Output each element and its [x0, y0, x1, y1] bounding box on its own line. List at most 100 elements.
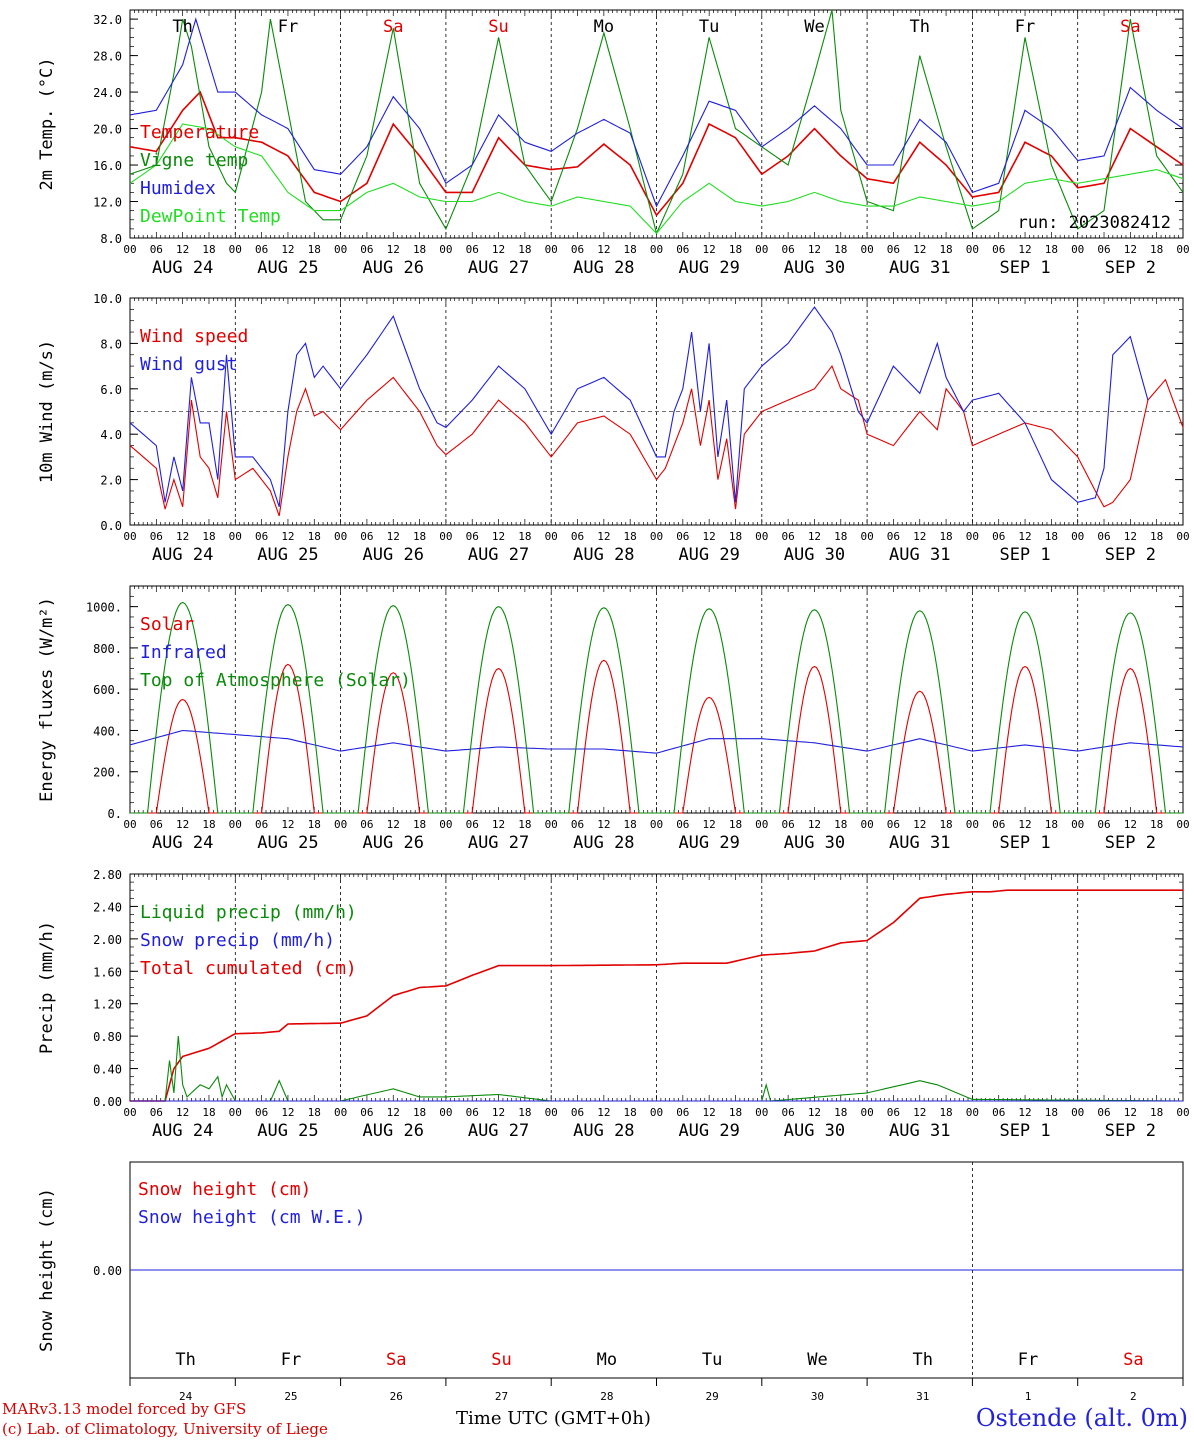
hour-tick-label: 06: [150, 530, 163, 543]
hour-tick-label: 18: [834, 530, 847, 543]
date-label: AUG 24: [152, 833, 213, 853]
weekday-label: Fr: [1015, 17, 1035, 37]
y-tick-label: 16.0: [93, 159, 122, 173]
y-tick-label: 20.0: [93, 123, 122, 137]
hour-tick-label: 18: [308, 530, 321, 543]
hour-tick-label: 18: [729, 818, 742, 831]
hour-tick-label: 12: [597, 243, 610, 256]
date-label: AUG 27: [468, 258, 529, 278]
hour-tick-label: 18: [1150, 530, 1163, 543]
hour-tick-label: 18: [624, 243, 637, 256]
y-tick-label: 1000.: [86, 601, 122, 615]
hour-tick-label: 18: [1045, 530, 1058, 543]
hour-tick-label: 00: [229, 530, 242, 543]
hour-tick-label: 12: [597, 530, 610, 543]
hour-tick-label: 00: [860, 530, 873, 543]
hour-tick-label: 06: [1097, 818, 1110, 831]
hour-tick-label: 18: [202, 530, 215, 543]
legend-entry: Snow precip (mm/h): [140, 930, 335, 951]
weekday-label: Th: [910, 17, 930, 37]
hour-tick-label: 12: [1124, 818, 1137, 831]
date-label: AUG 28: [573, 545, 634, 565]
day-number-label: 2: [1130, 1390, 1137, 1403]
hour-tick-label: 12: [387, 530, 400, 543]
panel-snow: 24 25 26 27 28 29 30 31 1 2 Th Fr Sa Su Mo Tu We Th Fr Sa 0.…: [37, 1161, 1184, 1403]
date-label: AUG 29: [678, 545, 739, 565]
legend-entry: Liquid precip (mm/h): [140, 902, 357, 923]
hour-tick-label: 00: [860, 243, 873, 256]
hour-tick-label: 12: [808, 1106, 821, 1119]
date-label: AUG 31: [889, 833, 950, 853]
hour-tick-label: 18: [1045, 243, 1058, 256]
hour-tick-label: 18: [834, 243, 847, 256]
y-tick-label: 0.00: [93, 1095, 122, 1109]
date-label: SEP 1: [999, 545, 1050, 565]
y-tick-label: 200.: [93, 766, 122, 780]
weekday-label: We: [807, 1350, 827, 1370]
hour-tick-label: 00: [123, 818, 136, 831]
hour-tick-label: 06: [360, 818, 373, 831]
date-label: AUG 30: [784, 833, 845, 853]
hour-tick-label: 00: [123, 243, 136, 256]
hour-tick-label: 12: [808, 530, 821, 543]
hour-tick-label: 06: [255, 1106, 268, 1119]
hour-tick-label: 00: [229, 818, 242, 831]
hour-tick-label: 00: [439, 1106, 452, 1119]
hour-tick-label: 00: [1176, 1106, 1189, 1119]
date-label: SEP 2: [1105, 833, 1156, 853]
hour-tick-label: 06: [1097, 530, 1110, 543]
y-tick-label: 10.0: [93, 292, 122, 306]
y-tick-label: 2.0: [100, 474, 122, 488]
hour-tick-label: 12: [1124, 1106, 1137, 1119]
weekday-label: Su: [488, 17, 508, 37]
date-label: AUG 31: [889, 258, 950, 278]
weekday-label: Sa: [383, 17, 403, 37]
hour-tick-label: 06: [571, 530, 584, 543]
hour-tick-label: 18: [624, 530, 637, 543]
hour-tick-label: 06: [360, 530, 373, 543]
legend-entry: Top of Atmosphere (Solar): [140, 670, 411, 691]
hour-tick-label: 06: [1097, 243, 1110, 256]
hour-tick-label: 18: [518, 530, 531, 543]
run-label: run: 2023082412: [1017, 213, 1171, 233]
hour-tick-label: 00: [966, 818, 979, 831]
weekday-label: Sa: [386, 1350, 406, 1370]
hour-tick-label: 00: [650, 818, 663, 831]
hour-tick-label: 06: [360, 1106, 373, 1119]
panel-wind: 00 06 12 18 00 06 12 18 00 06 12 18 00 06 12 18 00 06 12 18…: [37, 292, 1190, 565]
legend-entry: Wind speed: [140, 326, 248, 347]
series-total-cumulated-cm: [130, 889, 1183, 1102]
date-label: SEP 2: [1105, 545, 1156, 565]
y-tick-label: 0.40: [93, 1063, 122, 1077]
hour-tick-label: 00: [1176, 530, 1189, 543]
y-tick-label: 6.0: [100, 383, 122, 397]
hour-tick-label: 06: [255, 243, 268, 256]
hour-tick-label: 12: [1018, 243, 1031, 256]
y-tick-label: 28.0: [93, 50, 122, 64]
y-tick-label: 2.00: [93, 933, 122, 947]
hour-tick-label: 00: [755, 530, 768, 543]
hour-tick-label: 06: [782, 1106, 795, 1119]
legend-entry: Snow height (cm): [138, 1179, 311, 1200]
weekday-label: Mo: [594, 17, 614, 37]
hour-tick-label: 18: [1150, 243, 1163, 256]
weekday-label: Su: [491, 1350, 511, 1370]
date-label: AUG 25: [257, 1121, 318, 1141]
series-wind-gust: [129, 306, 1149, 507]
weekday-label: Th: [172, 17, 192, 37]
legend-entry: Solar: [140, 614, 194, 635]
hour-tick-label: 06: [466, 243, 479, 256]
y-tick-label: 0.: [108, 807, 122, 821]
y-tick-label: 0.0: [100, 519, 122, 533]
hour-tick-label: 06: [150, 1106, 163, 1119]
day-number-label: 31: [916, 1390, 929, 1403]
date-label: SEP 2: [1105, 1121, 1156, 1141]
hour-tick-label: 18: [1045, 818, 1058, 831]
y-axis-title: Energy fluxes (W/m²): [37, 597, 57, 802]
y-tick-label: 1.60: [93, 965, 122, 979]
hour-tick-label: 18: [1045, 1106, 1058, 1119]
hour-tick-label: 00: [229, 1106, 242, 1119]
y-tick-label: 4.0: [100, 428, 122, 442]
day-number-label: 24: [179, 1390, 193, 1403]
hour-tick-label: 12: [176, 818, 189, 831]
